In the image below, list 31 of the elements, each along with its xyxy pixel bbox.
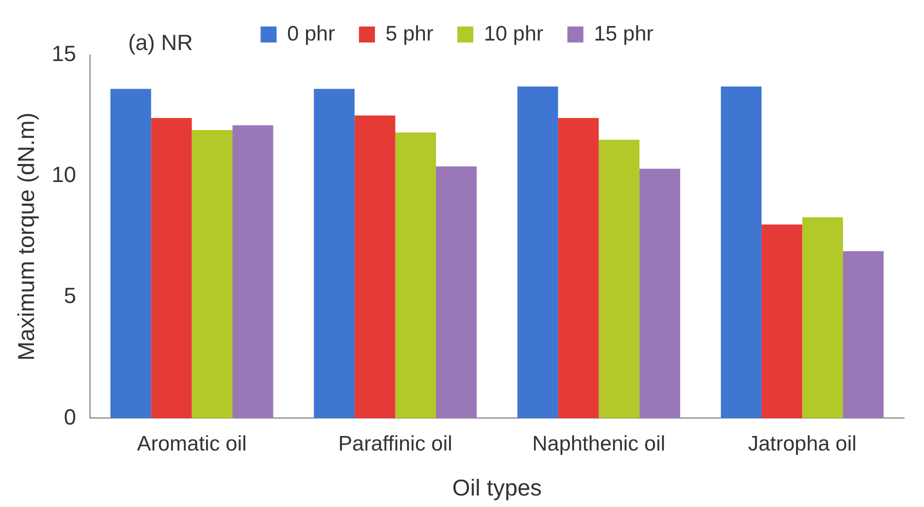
- y-tick-label: 5: [64, 283, 76, 308]
- legend-label: 0 phr: [287, 22, 335, 46]
- bar: [639, 168, 680, 418]
- y-axis-title: Maximum torque (dN.m): [13, 112, 40, 361]
- y-tick-label: 15: [52, 41, 76, 66]
- bar: [354, 116, 396, 418]
- legend-label: 5 phr: [385, 22, 434, 46]
- bar: [151, 118, 192, 418]
- annotation: (a) NR: [128, 30, 193, 56]
- y-tick-label: 0: [64, 404, 76, 430]
- bar: [517, 86, 558, 418]
- x-tick-label: Jatropha oil: [748, 432, 857, 456]
- bar: [720, 86, 762, 418]
- y-tick-label: 10: [52, 162, 76, 188]
- bar: [314, 88, 355, 418]
- bar: [192, 130, 233, 418]
- x-tick-label: Naphthenic oil: [532, 432, 666, 456]
- bar: [802, 217, 843, 418]
- legend-label: 10 phr: [484, 22, 544, 46]
- bar: [842, 251, 884, 418]
- legend-label: 15 phr: [594, 22, 654, 46]
- bar: [436, 166, 477, 418]
- bar: [558, 118, 599, 418]
- x-axis-title: Oil types: [452, 474, 542, 501]
- x-tick-label: Paraffinic oil: [338, 432, 452, 456]
- bar: [110, 88, 152, 418]
- bar: [762, 224, 802, 418]
- bar: [395, 132, 436, 418]
- bar: [598, 140, 640, 418]
- bar: [232, 125, 274, 418]
- x-tick-label: Aromatic oil: [136, 432, 247, 456]
